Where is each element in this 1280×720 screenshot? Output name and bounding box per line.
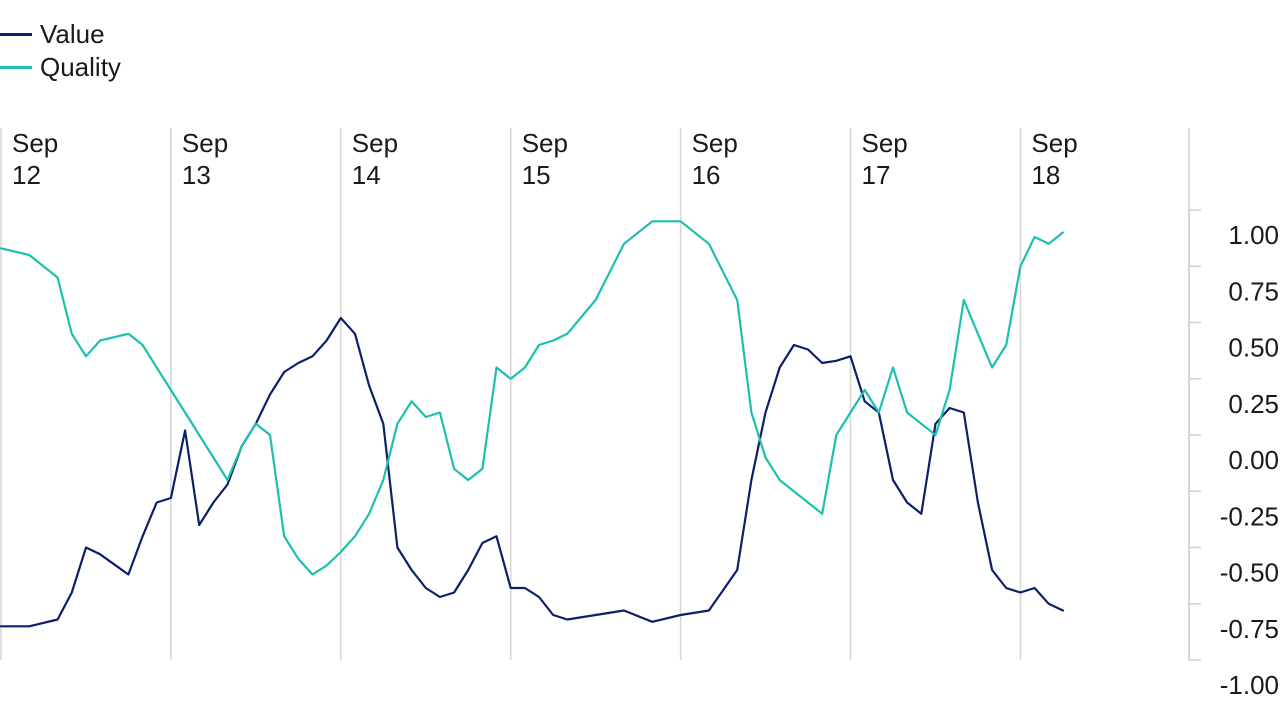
x-tick-label-month-6: Sep xyxy=(1031,128,1077,158)
x-tick-label-year-3: 15 xyxy=(522,160,551,190)
x-tick-label-month-5: Sep xyxy=(862,128,908,158)
legend-swatch-quality xyxy=(0,66,32,69)
x-tick-label-year-0: 12 xyxy=(12,160,41,190)
legend-item-value: Value xyxy=(0,18,121,51)
y-axis: 1.00 0.75 0.50 0.25 0.00 -0.25 -0.50 -0.75 -1.00 xyxy=(1188,209,1279,700)
y-tick-label-5: -0.25 xyxy=(1220,501,1279,531)
legend-swatch-value xyxy=(0,33,32,36)
vertical-gridlines xyxy=(0,128,1190,660)
y-tick-label-8: -1.00 xyxy=(1220,670,1279,700)
y-tick-label-7: -0.75 xyxy=(1220,614,1279,644)
x-tick-label-year-4: 16 xyxy=(692,160,721,190)
y-tick-label-0: 1.00 xyxy=(1228,220,1279,250)
x-tick-label-month-0: Sep xyxy=(12,128,58,158)
x-tick-label-year-1: 13 xyxy=(182,160,211,190)
x-tick-label-month-2: Sep xyxy=(352,128,398,158)
legend-label-value: Value xyxy=(40,19,105,49)
x-tick-label-month-1: Sep xyxy=(182,128,228,158)
y-tick-label-4: 0.00 xyxy=(1228,445,1279,475)
x-tick-label-month-3: Sep xyxy=(522,128,568,158)
x-tick-label-year-2: 14 xyxy=(352,160,381,190)
legend-item-quality: Quality xyxy=(0,51,121,84)
y-tick-label-2: 0.50 xyxy=(1228,333,1279,363)
series-lines xyxy=(0,220,1064,628)
series-line-value xyxy=(0,316,1064,628)
legend: Value Quality xyxy=(0,18,121,84)
x-tick-label-year-6: 18 xyxy=(1031,160,1060,190)
y-tick-label-1: 0.75 xyxy=(1228,276,1279,306)
x-tick-label-year-5: 17 xyxy=(862,160,891,190)
y-tick-label-6: -0.50 xyxy=(1220,558,1279,588)
legend-label-quality: Quality xyxy=(40,52,121,82)
x-tick-label-month-4: Sep xyxy=(692,128,738,158)
y-tick-label-3: 0.25 xyxy=(1228,389,1279,419)
series-line-quality xyxy=(0,220,1064,576)
